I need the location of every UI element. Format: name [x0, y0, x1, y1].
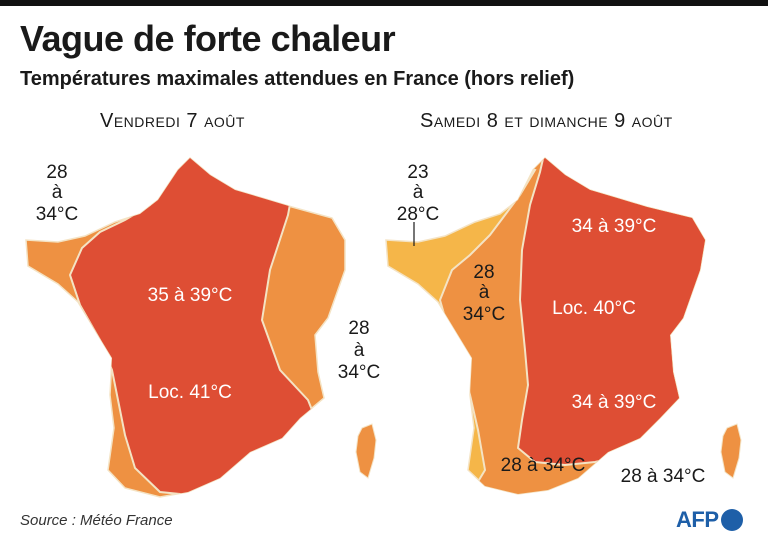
page-title: Vague de forte chaleur — [20, 18, 396, 59]
top-rule — [0, 0, 768, 6]
afp-logo: AFP — [676, 506, 743, 534]
right-southeast-label: 34 à 39°C — [572, 392, 657, 413]
right-corsica — [720, 423, 742, 479]
left-nw-label-2: à — [52, 182, 63, 203]
right-south-label: 28 à 34°C — [501, 455, 586, 476]
right-france-map: 23 à 28°C 28 à 34°C 34 à 39°C Loc. 40°C … — [385, 157, 742, 495]
left-southwest-label: Loc. 41°C — [148, 382, 232, 403]
left-map-heading: Vendredi 7 août — [100, 110, 245, 132]
afp-logo-text: AFP — [676, 507, 719, 532]
page-subtitle: Températures maximales attendues en Fran… — [20, 68, 575, 90]
left-france-map: 28 à 34°C 35 à 39°C Loc. 41°C 28 à 34°C — [25, 157, 380, 498]
left-east-label-2: à — [354, 340, 365, 361]
afp-logo-dot-icon — [720, 509, 743, 531]
right-corsica-label: 28 à 34°C — [621, 466, 706, 487]
right-nw-label-2: à — [413, 182, 424, 203]
source-credit: Source : Météo France — [20, 512, 173, 529]
right-center-label: Loc. 40°C — [552, 298, 636, 319]
left-hot-zone — [68, 158, 320, 497]
left-nw-label-1: 28 — [46, 162, 67, 183]
right-northeast-label: 34 à 39°C — [572, 216, 657, 237]
right-west-label-2: à — [479, 282, 490, 303]
left-nw-label-3: 34°C — [36, 204, 78, 225]
right-west-label-3: 34°C — [463, 304, 505, 325]
left-corsica — [355, 423, 377, 479]
left-east-label-1: 28 — [348, 318, 369, 339]
left-east-label-3: 34°C — [338, 362, 380, 383]
right-nw-label-1: 23 — [407, 162, 428, 183]
left-center-label: 35 à 39°C — [148, 285, 233, 306]
right-map-heading: Samedi 8 et dimanche 9 août — [420, 110, 673, 132]
right-west-label-1: 28 — [473, 262, 494, 283]
right-nw-label-3: 28°C — [397, 204, 439, 225]
